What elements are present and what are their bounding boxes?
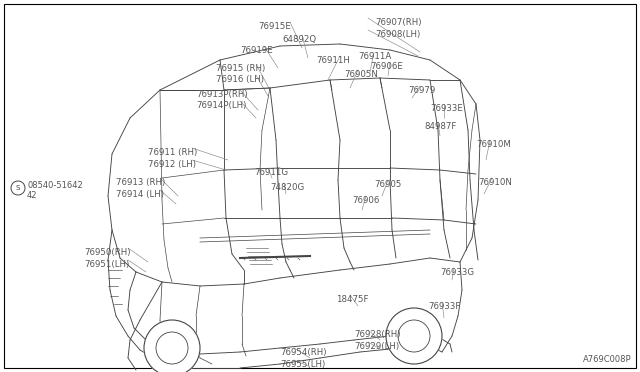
Text: 74820G: 74820G	[270, 183, 304, 192]
Text: 76933E: 76933E	[430, 104, 463, 113]
Text: 18475F: 18475F	[336, 295, 369, 304]
Text: 76911 (RH): 76911 (RH)	[148, 148, 197, 157]
Circle shape	[144, 320, 200, 372]
Text: 76928(RH): 76928(RH)	[354, 330, 401, 339]
Text: 76911H: 76911H	[316, 56, 350, 65]
Text: 76908(LH): 76908(LH)	[375, 30, 420, 39]
Text: 08540-51642: 08540-51642	[27, 180, 83, 189]
Text: 84987F: 84987F	[424, 122, 456, 131]
Text: 76905N: 76905N	[344, 70, 378, 79]
Text: 76905: 76905	[374, 180, 401, 189]
Text: 76910M: 76910M	[476, 140, 511, 149]
Text: 76954(RH): 76954(RH)	[280, 348, 326, 357]
Text: 76933F: 76933F	[428, 302, 460, 311]
Text: 76911G: 76911G	[254, 168, 288, 177]
Text: 76907(RH): 76907(RH)	[375, 18, 422, 27]
Text: 76915 (RH): 76915 (RH)	[216, 64, 265, 73]
Text: A769C008P: A769C008P	[584, 355, 632, 364]
Text: 76916 (LH): 76916 (LH)	[216, 75, 264, 84]
Text: 76913P(RH): 76913P(RH)	[196, 90, 248, 99]
Text: 76913 (RH): 76913 (RH)	[116, 178, 165, 187]
Text: S: S	[16, 185, 20, 191]
Text: 76906: 76906	[352, 196, 380, 205]
Text: 76915E: 76915E	[258, 22, 291, 31]
Text: 76979: 76979	[408, 86, 435, 95]
Circle shape	[386, 308, 442, 364]
Text: 76914P(LH): 76914P(LH)	[196, 101, 246, 110]
Text: 76933G: 76933G	[440, 268, 474, 277]
Text: 76919E: 76919E	[240, 46, 273, 55]
Text: 64892Q: 64892Q	[282, 35, 316, 44]
Text: 76912 (LH): 76912 (LH)	[148, 160, 196, 169]
Text: 76950(RH): 76950(RH)	[84, 248, 131, 257]
Text: 76910N: 76910N	[478, 178, 512, 187]
Text: 76911A: 76911A	[358, 52, 391, 61]
Text: 76914 (LH): 76914 (LH)	[116, 190, 164, 199]
Text: 76955(LH): 76955(LH)	[280, 360, 325, 369]
Text: 42: 42	[27, 192, 38, 201]
Text: 76951(LH): 76951(LH)	[84, 260, 129, 269]
Text: 76906E: 76906E	[370, 62, 403, 71]
Text: 76929(LH): 76929(LH)	[354, 342, 399, 351]
